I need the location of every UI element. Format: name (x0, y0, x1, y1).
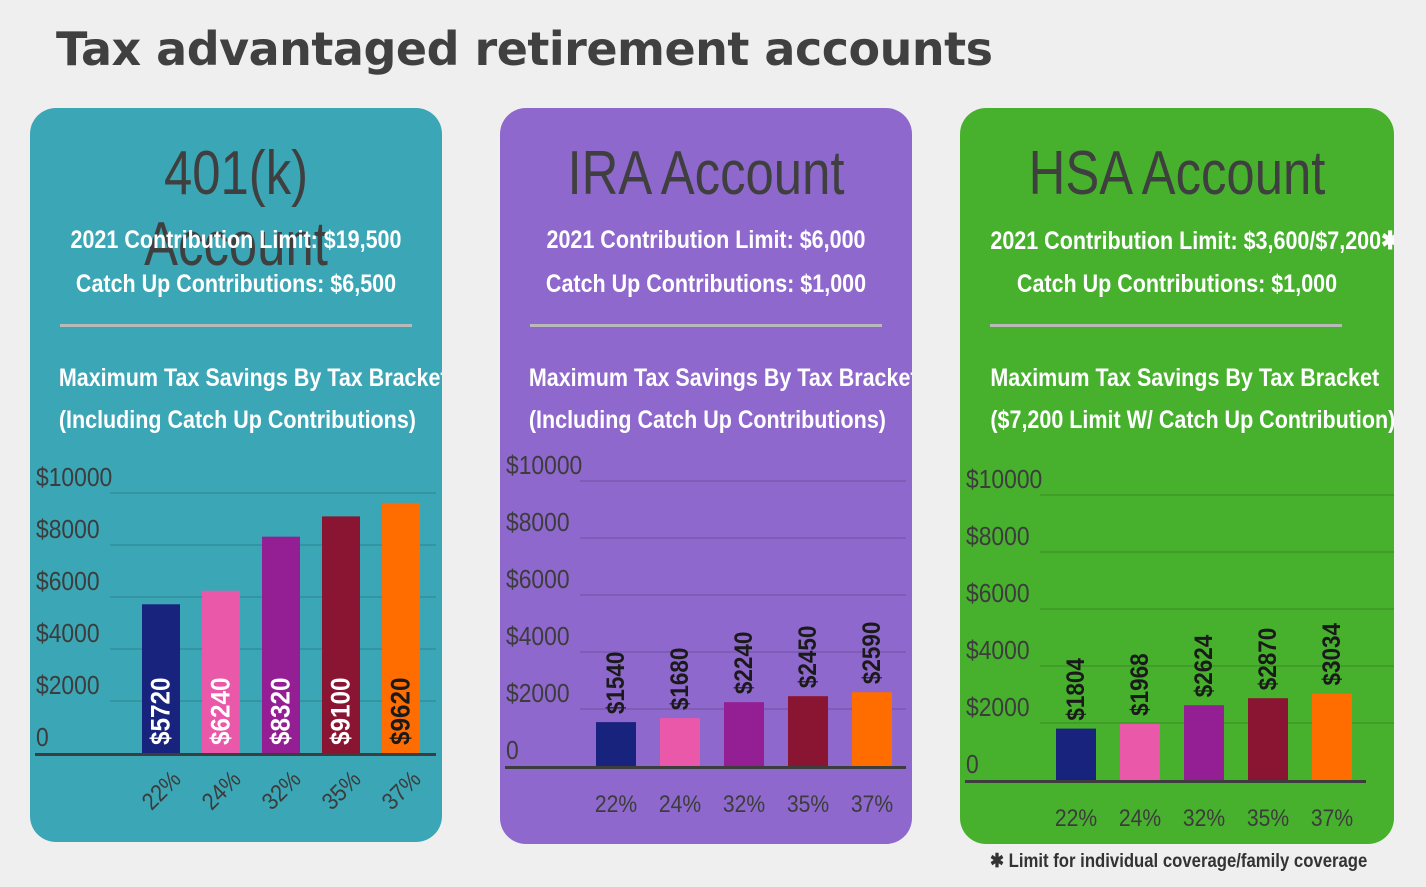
bar-value-label: $2450 (794, 626, 822, 689)
y-tick-label: $10000 (36, 464, 112, 493)
page-title: Tax advantaged retirement accounts (56, 22, 993, 76)
bar-chart-401k: 0 $2000 $4000 $6000 $8000 $10000 $5720 22% $6240… (35, 464, 436, 815)
y-tick-label: $10000 (966, 466, 1042, 495)
bar-value-label: $1968 (1126, 653, 1154, 716)
bar-value-label: $6240 (206, 677, 235, 745)
x-tick-label: 37% (851, 791, 893, 818)
bar-37pct (852, 692, 892, 766)
card-ira: IRA Account 2021 Contribution Limit: $6,… (500, 108, 912, 844)
bar-chart-hsa: 0 $2000 $4000 $6000 $8000 $10000 $1804 22% $1968… (965, 466, 1394, 832)
bar-value-label: $1680 (666, 648, 694, 711)
bar-35pct (788, 696, 828, 766)
bar-32pct (1184, 705, 1224, 780)
bar-22pct (596, 722, 636, 766)
chart-heading: Maximum Tax Savings By Tax Bracket (528, 364, 912, 392)
y-tick-label: $10000 (506, 452, 582, 481)
bar-32pct (262, 536, 300, 753)
y-tick-label: $8000 (36, 516, 100, 545)
catch-up-contributions: Catch Up Contributions: $6,500 (75, 270, 397, 298)
bar-32pct (724, 702, 764, 766)
chart-subheading: ($7,200 Limit W/ Catch Up Contribution) (990, 406, 1394, 434)
bar-value-label: $3034 (1318, 622, 1346, 685)
card-hsa: HSA Account 2021 Contribution Limit: $3,… (960, 108, 1394, 844)
x-tick-label: 22% (595, 791, 637, 818)
chart-heading: Maximum Tax Savings By Tax Bracket (58, 364, 442, 392)
x-tick-label: 35% (787, 791, 829, 818)
catch-up-contributions: Catch Up Contributions: $1,000 (1016, 270, 1338, 298)
bar-24pct (660, 718, 700, 766)
card-title: IRA Account (567, 139, 845, 208)
x-tick-label: 32% (723, 791, 765, 818)
card-title: HSA Account (1028, 139, 1326, 208)
y-tick-label: $2000 (36, 672, 100, 701)
x-tick-label: 35% (1247, 805, 1289, 832)
footnote: ✱ Limit for individual coverage/family c… (990, 851, 1368, 872)
x-tick-label: 24% (659, 791, 701, 818)
bar-value-label: $9100 (326, 677, 355, 745)
y-tick-label: 0 (36, 724, 49, 753)
bar-22pct (142, 604, 180, 753)
y-tick-label: $2000 (506, 680, 570, 709)
bar-chart-ira: 0 $2000 $4000 $6000 $8000 $10000 $1540 22% $1680… (505, 452, 906, 818)
x-tick-label: 24% (1119, 805, 1161, 832)
x-tick-label: 32% (256, 765, 306, 815)
bar-35pct (322, 516, 360, 753)
bar-value-label: $1540 (602, 652, 630, 715)
bar-value-label: $1804 (1062, 657, 1090, 720)
x-tick-label: 37% (1311, 805, 1353, 832)
card-title: 401(k) Account (144, 139, 328, 279)
bar-value-label: $2870 (1254, 628, 1282, 691)
x-tick-label: 22% (136, 765, 186, 815)
bar-37pct (1312, 693, 1352, 780)
divider (530, 324, 882, 327)
divider (990, 324, 1342, 327)
bar-value-label: $5720 (146, 677, 175, 745)
x-tick-label: 37% (376, 765, 426, 815)
catch-up-contributions: Catch Up Contributions: $1,000 (545, 270, 867, 298)
y-tick-label: $4000 (36, 620, 100, 649)
x-tick-label: 24% (196, 765, 246, 815)
contribution-limit: 2021 Contribution Limit: $19,500 (70, 226, 402, 254)
bar-22pct (1056, 728, 1096, 780)
y-tick-label: $6000 (36, 568, 100, 597)
chart-subheading: (Including Catch Up Contributions) (528, 406, 886, 434)
y-tick-label: 0 (966, 751, 979, 780)
bar-value-label: $9620 (386, 677, 415, 745)
bar-value-label: $2624 (1190, 634, 1218, 697)
contribution-limit: 2021 Contribution Limit: $3,600/$7,200✱ (990, 227, 1394, 255)
bar-37pct (382, 502, 420, 753)
chart-heading: Maximum Tax Savings By Tax Bracket (990, 364, 1380, 392)
y-tick-label: $4000 (506, 623, 570, 652)
bar-24pct (202, 590, 240, 753)
bar-value-label: $2240 (730, 632, 758, 695)
x-tick-label: 35% (316, 765, 366, 815)
y-tick-label: $2000 (966, 694, 1030, 723)
card-401k: 401(k) Account 2021 Contribution Limit: … (30, 108, 442, 842)
y-tick-label: $6000 (506, 566, 570, 595)
y-tick-label: $8000 (966, 523, 1030, 552)
bar-value-label: $2590 (858, 622, 886, 685)
x-tick-label: 22% (1055, 805, 1097, 832)
divider (60, 324, 412, 327)
bar-value-label: $8320 (266, 677, 295, 745)
y-tick-label: $6000 (966, 580, 1030, 609)
y-tick-label: $8000 (506, 509, 570, 538)
y-tick-label: $4000 (966, 637, 1030, 666)
contribution-limit: 2021 Contribution Limit: $6,000 (546, 226, 866, 254)
x-tick-label: 32% (1183, 805, 1225, 832)
y-tick-label: 0 (506, 737, 519, 766)
bar-24pct (1120, 723, 1160, 780)
bar-35pct (1248, 698, 1288, 780)
chart-subheading: (Including Catch Up Contributions) (58, 406, 416, 434)
